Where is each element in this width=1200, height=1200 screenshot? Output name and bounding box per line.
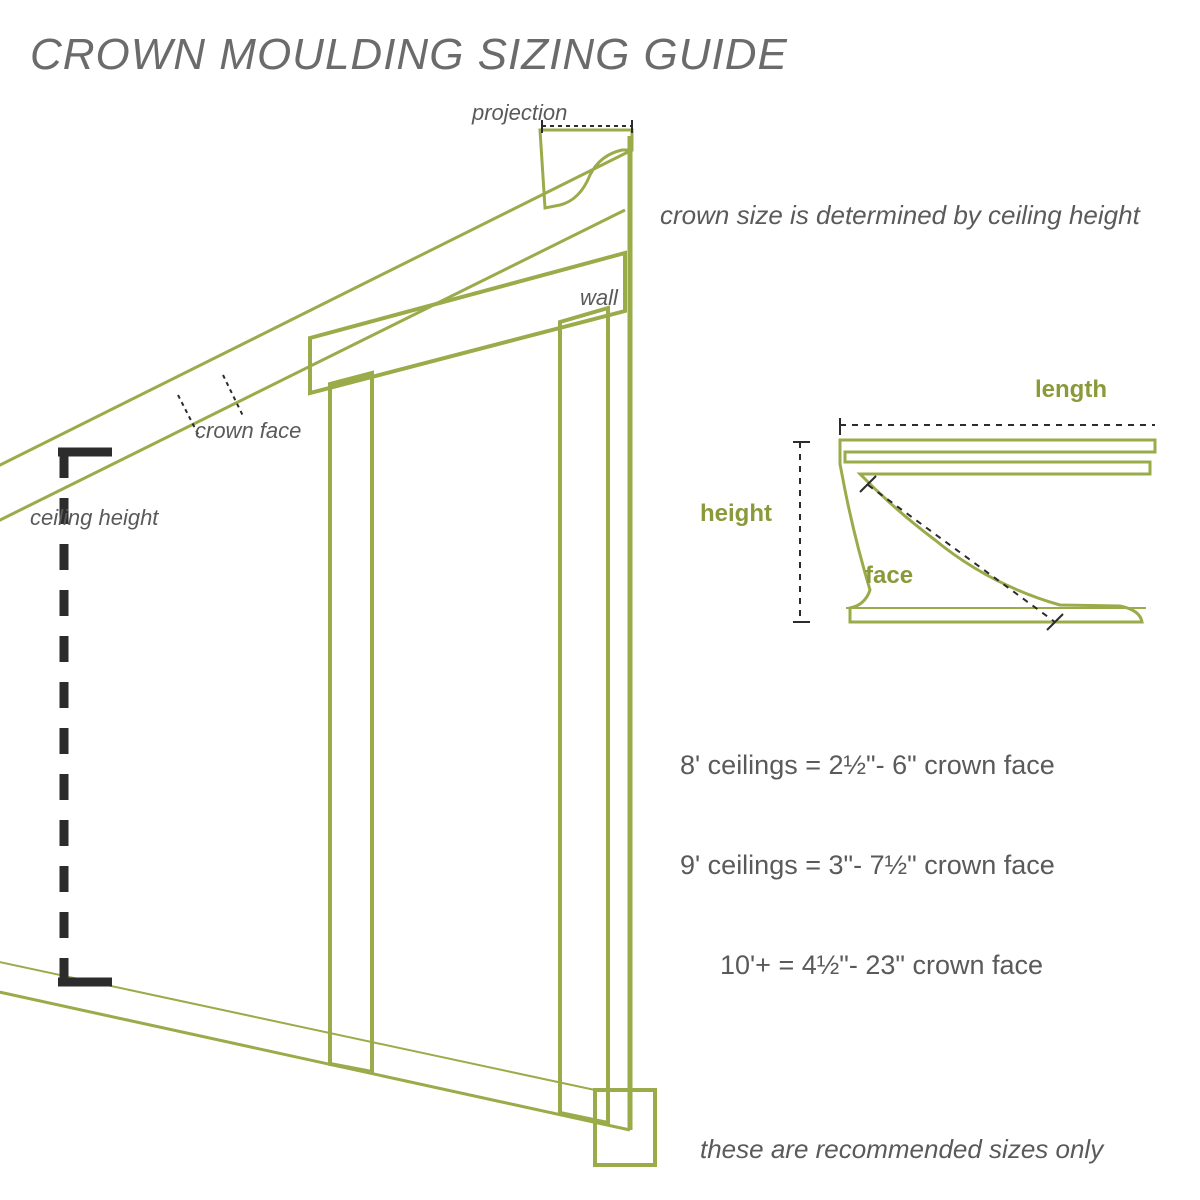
label-length: length	[1035, 376, 1107, 404]
label-crown-face: crown face	[195, 418, 301, 444]
label-face: face	[865, 562, 913, 590]
guide-row-1: 9' ceilings = 3"- 7½" crown face	[680, 850, 1055, 881]
guide-row-0: 8' ceilings = 2½"- 6" crown face	[680, 750, 1055, 781]
guide-row-2: 10'+ = 4½"- 23" crown face	[720, 950, 1043, 981]
label-projection: projection	[472, 100, 567, 126]
label-wall: wall	[580, 285, 618, 311]
label-height: height	[700, 500, 772, 528]
footnote-text: these are recommended sizes only	[700, 1134, 1103, 1165]
label-ceiling-height: ceiling height	[30, 505, 158, 531]
sizing-diagram	[0, 0, 1200, 1200]
